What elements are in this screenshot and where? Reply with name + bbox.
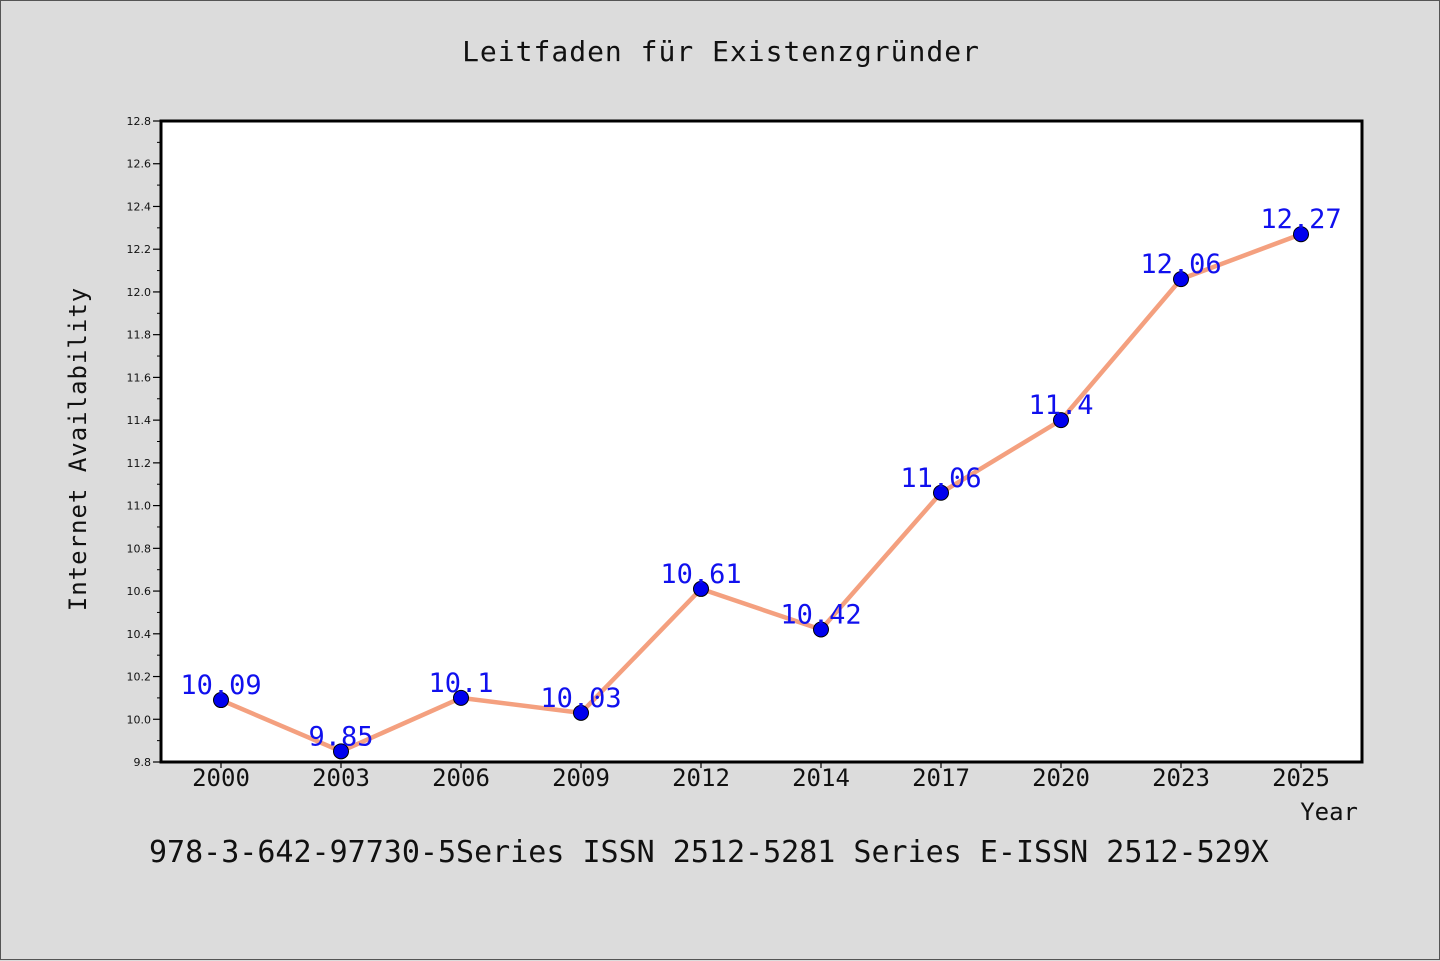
data-point <box>1053 412 1069 429</box>
y-tick-label: 10.6 <box>127 585 152 598</box>
data-label: 11.06 <box>900 463 981 494</box>
data-label: 10.09 <box>180 670 261 701</box>
data-label: 12.06 <box>1140 249 1221 280</box>
y-tick-label: 10.8 <box>127 542 152 555</box>
x-tick-label: 2025 <box>1272 764 1330 792</box>
data-label: 10.1 <box>428 668 493 699</box>
y-tick-label: 11.2 <box>127 457 152 470</box>
y-tick-label: 12.0 <box>127 286 152 299</box>
data-label: 10.61 <box>660 559 741 590</box>
footer-isbn-issn-text: 978-3-642-97730-5Series ISSN 2512-5281 S… <box>149 835 1269 870</box>
data-point <box>813 621 829 638</box>
data-point <box>933 484 949 501</box>
data-point <box>213 692 229 709</box>
x-tick-label: 2003 <box>312 764 370 792</box>
x-tick-label: 2012 <box>672 764 730 792</box>
x-axis-label: Year <box>1300 798 1358 826</box>
data-point <box>1293 226 1309 243</box>
x-tick-label: 2020 <box>1032 764 1090 792</box>
data-label: 11.4 <box>1028 390 1093 421</box>
x-tick-label: 2023 <box>1152 764 1210 792</box>
x-tick-label: 2017 <box>912 764 970 792</box>
chart-title: Leitfaden für Existenzgründer <box>462 35 980 68</box>
data-label: 12.27 <box>1260 204 1341 235</box>
y-tick-label: 11.8 <box>127 329 152 342</box>
plot-frame <box>159 119 1364 764</box>
data-label: 10.42 <box>780 600 861 631</box>
y-tick-label: 12.8 <box>127 115 152 128</box>
x-tick-label: 2006 <box>432 764 490 792</box>
data-point <box>693 580 709 597</box>
y-tick-label: 10.2 <box>127 671 152 684</box>
data-label: 10.03 <box>540 683 621 714</box>
data-point <box>1173 271 1189 288</box>
y-tick-label: 11.0 <box>127 500 152 513</box>
data-point <box>573 704 589 721</box>
y-tick-label: 12.4 <box>127 200 152 213</box>
y-tick-label: 12.2 <box>127 243 152 256</box>
y-tick-label: 10.0 <box>127 713 152 726</box>
x-tick-label: 2014 <box>792 764 850 792</box>
x-tick-label: 2009 <box>552 764 610 792</box>
y-tick-label: 11.6 <box>127 371 152 384</box>
series-line <box>218 231 1304 754</box>
data-point <box>453 689 469 706</box>
y-tick-label: 10.4 <box>127 628 152 641</box>
data-label: 9.85 <box>308 721 373 752</box>
x-tick-label: 2000 <box>192 764 250 792</box>
y-tick-label: 9.8 <box>134 756 152 769</box>
y-tick-label: 11.4 <box>127 414 152 427</box>
y-tick-label: 12.6 <box>127 158 152 171</box>
data-point <box>333 743 349 760</box>
